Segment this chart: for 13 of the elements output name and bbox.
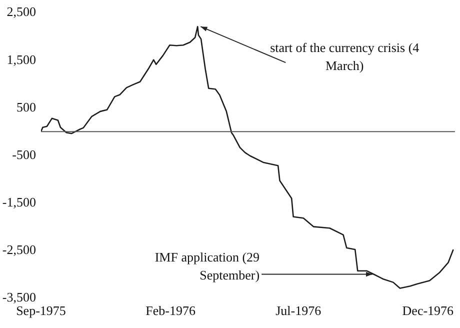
- x-tick-label: Sep-1975: [16, 303, 66, 318]
- y-tick-label: -1,500: [2, 194, 36, 210]
- y-tick-label: -3,500: [2, 289, 36, 304]
- y-tick-label: 1,500: [6, 52, 36, 67]
- y-tick-label: -500: [12, 146, 36, 162]
- y-tick-label: -2,500: [2, 242, 36, 257]
- y-tick-label: 500: [16, 99, 36, 114]
- x-tick-label: Dec-1976: [402, 303, 454, 318]
- x-tick-label: Jul-1976: [276, 303, 322, 318]
- annotation: IMF application (29 September): [154, 250, 260, 283]
- x-tick-label: Feb-1976: [146, 303, 196, 318]
- y-tick-label: 2,500: [6, 4, 36, 20]
- annotation: start of the currency crisis (4 March): [270, 40, 420, 74]
